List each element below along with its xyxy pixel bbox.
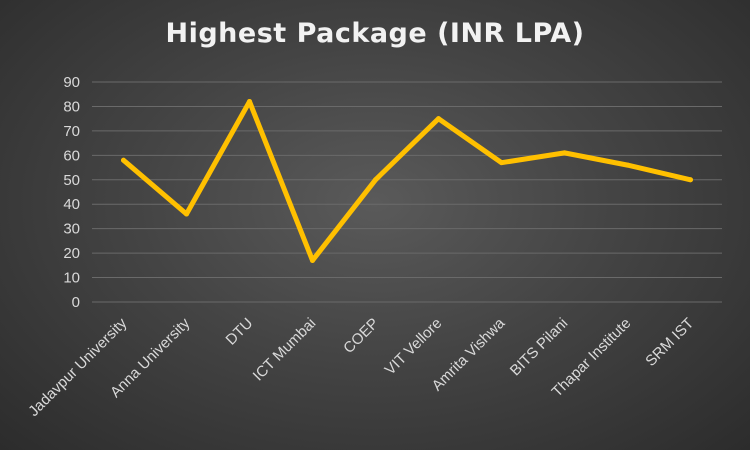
x-category-label: DTU	[223, 315, 257, 349]
y-tick-label: 80	[63, 98, 80, 115]
y-tick-label: 70	[63, 123, 80, 140]
y-tick-label: 40	[63, 196, 80, 213]
data-point	[121, 157, 126, 163]
y-tick-label: 50	[63, 172, 80, 189]
x-category-label: SRM IST	[642, 315, 697, 370]
data-point	[184, 211, 189, 217]
y-tick-label: 20	[63, 245, 80, 262]
y-axis-ticks: 0 10 20 30 40 50 60 70 80 90	[63, 74, 80, 311]
data-point	[499, 160, 504, 166]
series-group	[121, 99, 693, 263]
data-point	[562, 150, 567, 156]
data-point	[310, 257, 315, 263]
data-point	[436, 116, 441, 122]
series-line	[121, 99, 693, 263]
data-point	[688, 177, 693, 183]
y-tick-label: 60	[63, 147, 80, 164]
y-tick-label: 0	[72, 294, 80, 311]
x-category-label: COEP	[340, 315, 382, 357]
data-point	[625, 162, 630, 168]
x-category-label: VIT Vellore	[382, 315, 446, 379]
x-category-label: Jadavpur University	[25, 314, 131, 420]
y-tick-label: 90	[63, 74, 80, 91]
x-category-label: BITS Pilani	[507, 315, 571, 379]
data-point	[373, 177, 378, 183]
y-tick-label: 30	[63, 221, 80, 238]
gridlines	[92, 81, 722, 303]
y-tick-label: 10	[63, 270, 80, 287]
x-category-label: ICT Mumbai	[250, 315, 320, 385]
data-point	[247, 99, 252, 105]
chart-title: Highest Package (INR LPA)	[165, 18, 585, 49]
